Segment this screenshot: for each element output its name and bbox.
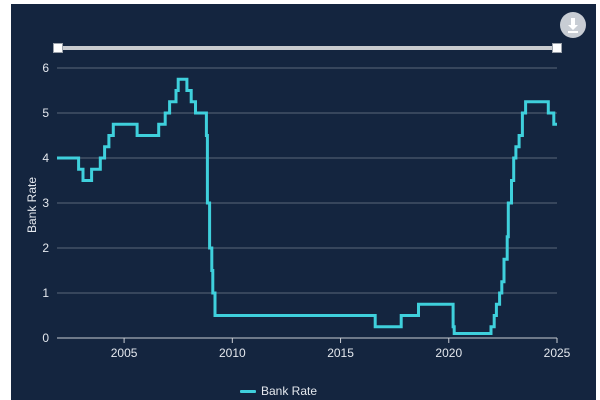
grid-lines: [57, 67, 557, 294]
range-slider[interactable]: [53, 43, 562, 53]
range-slider-track[interactable]: [57, 46, 557, 50]
legend-label: Bank Rate: [261, 384, 318, 398]
y-tick-label: 5: [42, 106, 49, 120]
range-handle-right[interactable]: [552, 43, 562, 53]
x-tick-labels: 2005 2010 2015 2020 2025: [111, 338, 571, 360]
y-tick-label: 3: [42, 196, 49, 210]
x-tick-label: 2025: [544, 346, 571, 360]
y-tick-label: 2: [42, 241, 49, 255]
x-tick-label: 2005: [111, 346, 138, 360]
y-axis-title: Bank Rate: [25, 177, 39, 233]
legend-swatch: [240, 389, 256, 393]
y-tick-label: 4: [42, 151, 49, 165]
x-tick-label: 2015: [327, 346, 354, 360]
y-tick-label: 1: [42, 286, 49, 300]
y-tick-label: 6: [42, 61, 49, 75]
x-tick-label: 2020: [435, 346, 462, 360]
download-icon: [568, 18, 578, 33]
y-tick-labels: 0 1 2 3 4 5 6: [42, 61, 49, 345]
series-line-bank-rate: [57, 77, 557, 335]
download-button[interactable]: [560, 12, 586, 38]
x-tick-label: 2010: [219, 346, 246, 360]
chart-panel: [11, 4, 596, 400]
y-tick-label: 0: [42, 331, 49, 345]
legend-item-bank-rate[interactable]: Bank Rate: [240, 382, 317, 400]
range-handle-left[interactable]: [53, 43, 63, 53]
series-layer: [57, 77, 557, 335]
